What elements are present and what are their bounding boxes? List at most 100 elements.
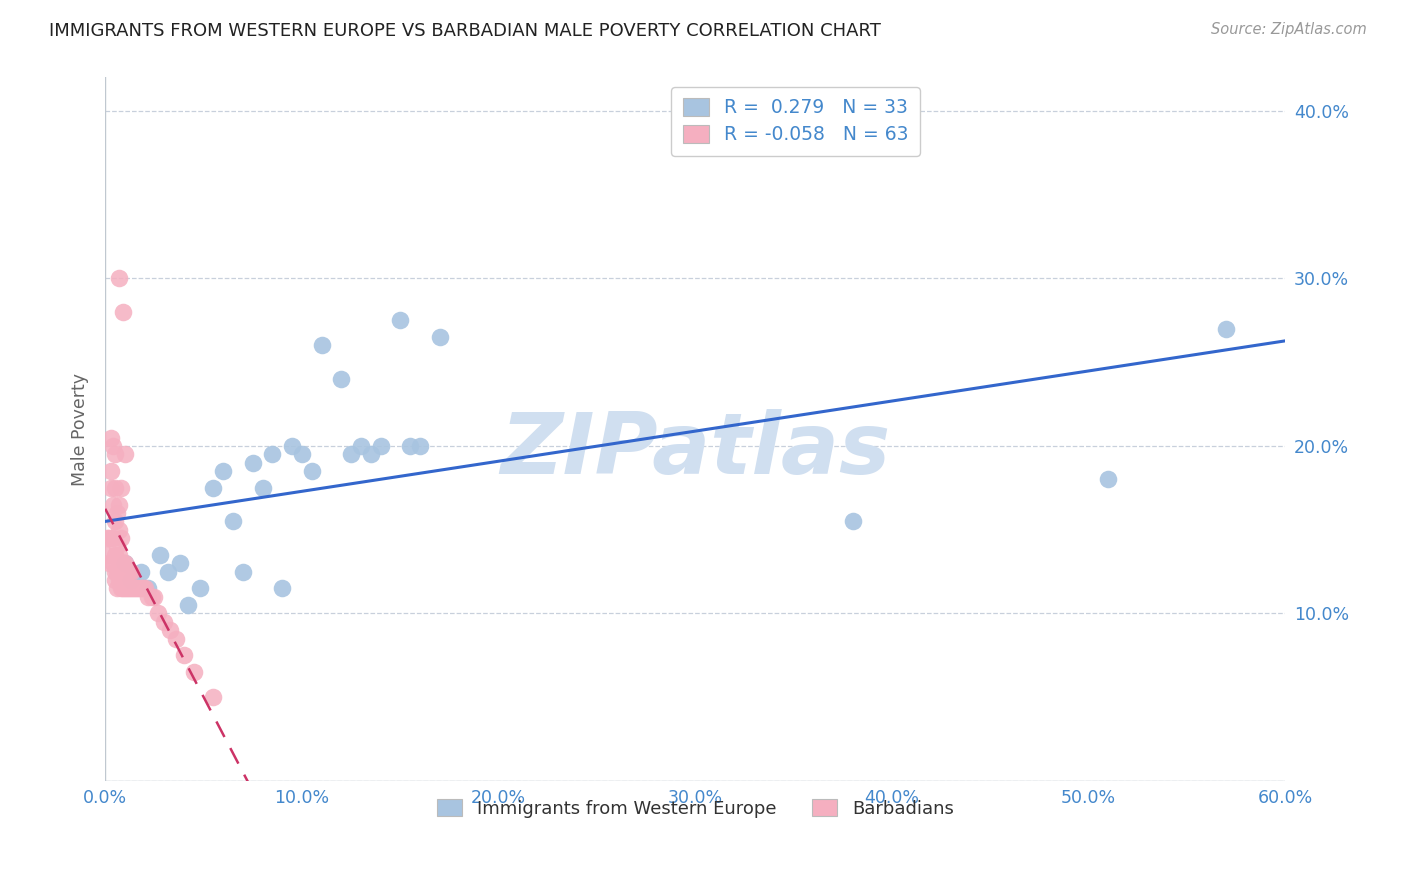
Point xyxy=(188,582,211,596)
Point xyxy=(157,565,180,579)
Point xyxy=(183,665,205,679)
Point xyxy=(98,556,121,570)
Point xyxy=(101,439,124,453)
Point xyxy=(129,582,152,596)
Point xyxy=(330,372,353,386)
Point xyxy=(114,447,136,461)
Point xyxy=(105,540,128,554)
Point xyxy=(360,447,382,461)
Point xyxy=(138,590,160,604)
Point xyxy=(111,582,134,596)
Point xyxy=(104,514,127,528)
Point xyxy=(120,582,142,596)
Point xyxy=(100,481,122,495)
Point xyxy=(222,514,245,528)
Point xyxy=(120,573,142,587)
Point xyxy=(149,548,172,562)
Point xyxy=(271,582,294,596)
Point xyxy=(96,531,118,545)
Point xyxy=(104,573,127,587)
Point xyxy=(128,582,150,596)
Point xyxy=(101,531,124,545)
Point xyxy=(169,556,191,570)
Legend: Immigrants from Western Europe, Barbadians: Immigrants from Western Europe, Barbadia… xyxy=(430,791,960,825)
Point xyxy=(108,548,131,562)
Point xyxy=(114,582,136,596)
Point xyxy=(1215,322,1237,336)
Text: ZIPatlas: ZIPatlas xyxy=(501,409,890,491)
Point xyxy=(138,582,160,596)
Point xyxy=(124,582,146,596)
Point xyxy=(108,565,131,579)
Point xyxy=(165,632,187,646)
Y-axis label: Male Poverty: Male Poverty xyxy=(72,373,89,486)
Point xyxy=(389,313,412,327)
Point xyxy=(311,338,333,352)
Point xyxy=(242,456,264,470)
Point xyxy=(429,330,451,344)
Point xyxy=(121,582,143,596)
Point xyxy=(104,565,127,579)
Point xyxy=(262,447,284,461)
Point xyxy=(177,598,200,612)
Text: IMMIGRANTS FROM WESTERN EUROPE VS BARBADIAN MALE POVERTY CORRELATION CHART: IMMIGRANTS FROM WESTERN EUROPE VS BARBAD… xyxy=(49,22,882,40)
Point xyxy=(131,582,153,596)
Point xyxy=(118,582,141,596)
Point xyxy=(108,271,131,285)
Point xyxy=(96,548,118,562)
Point xyxy=(108,573,131,587)
Point xyxy=(108,523,131,537)
Point xyxy=(110,531,132,545)
Point xyxy=(100,431,122,445)
Point xyxy=(114,556,136,570)
Point xyxy=(1097,473,1119,487)
Point xyxy=(291,447,314,461)
Point xyxy=(108,498,131,512)
Point xyxy=(104,447,127,461)
Point xyxy=(110,582,132,596)
Point xyxy=(153,615,176,629)
Point xyxy=(841,514,863,528)
Point xyxy=(101,556,124,570)
Point xyxy=(120,565,142,579)
Point xyxy=(110,573,132,587)
Point xyxy=(212,464,235,478)
Point xyxy=(104,548,127,562)
Point xyxy=(350,439,373,453)
Point xyxy=(111,305,134,319)
Point xyxy=(141,590,163,604)
Point xyxy=(105,506,128,520)
Point xyxy=(301,464,323,478)
Point xyxy=(110,481,132,495)
Point xyxy=(202,690,225,705)
Point xyxy=(111,556,134,570)
Point xyxy=(409,439,432,453)
Point xyxy=(281,439,304,453)
Point xyxy=(143,590,166,604)
Point xyxy=(252,481,274,495)
Point xyxy=(100,464,122,478)
Point xyxy=(370,439,392,453)
Point xyxy=(115,565,138,579)
Point xyxy=(110,556,132,570)
Point xyxy=(232,565,254,579)
Point xyxy=(159,624,181,638)
Point xyxy=(104,481,127,495)
Point xyxy=(101,498,124,512)
Point xyxy=(114,573,136,587)
Point xyxy=(148,607,170,621)
Point xyxy=(115,582,138,596)
Point xyxy=(105,565,128,579)
Text: Source: ZipAtlas.com: Source: ZipAtlas.com xyxy=(1211,22,1367,37)
Point xyxy=(202,481,225,495)
Point xyxy=(129,565,152,579)
Point xyxy=(173,648,195,663)
Point xyxy=(134,582,156,596)
Point xyxy=(114,556,136,570)
Point xyxy=(118,565,141,579)
Point xyxy=(98,531,121,545)
Point xyxy=(111,573,134,587)
Point xyxy=(105,582,128,596)
Point xyxy=(340,447,363,461)
Point xyxy=(125,582,148,596)
